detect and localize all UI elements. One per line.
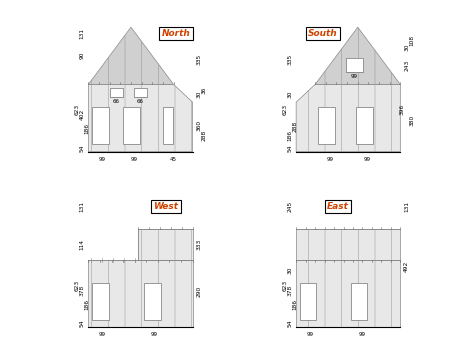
- Text: 288: 288: [292, 121, 297, 132]
- Text: 30: 30: [403, 43, 408, 51]
- Text: 54: 54: [79, 144, 84, 152]
- Polygon shape: [88, 27, 173, 84]
- Text: 99: 99: [350, 74, 357, 79]
- Text: 108: 108: [408, 35, 413, 46]
- Text: 99: 99: [130, 157, 138, 162]
- Text: 623: 623: [74, 104, 79, 115]
- Text: 623: 623: [281, 104, 286, 115]
- Text: 396: 396: [398, 104, 403, 115]
- Bar: [134, 88, 147, 97]
- Text: 99: 99: [358, 333, 365, 337]
- Text: 66: 66: [113, 99, 120, 104]
- Text: 360: 360: [196, 120, 201, 131]
- Bar: [299, 283, 316, 320]
- Text: 245: 245: [287, 201, 292, 212]
- Text: 186: 186: [292, 299, 297, 310]
- Text: 45: 45: [170, 157, 177, 162]
- Bar: [122, 107, 139, 144]
- Text: 492: 492: [403, 261, 408, 272]
- Text: East: East: [327, 202, 348, 211]
- Text: 290: 290: [196, 286, 201, 297]
- Bar: [350, 283, 367, 320]
- Bar: [138, 230, 192, 260]
- Bar: [355, 107, 372, 144]
- Text: 54: 54: [287, 320, 292, 327]
- Text: 623: 623: [74, 280, 79, 291]
- Bar: [92, 107, 109, 144]
- Polygon shape: [295, 84, 400, 152]
- Text: 131: 131: [79, 28, 84, 39]
- Polygon shape: [88, 84, 192, 152]
- Text: 131: 131: [79, 201, 84, 212]
- Text: 243: 243: [403, 60, 408, 71]
- Text: 30: 30: [287, 91, 292, 98]
- Text: 30: 30: [287, 266, 292, 274]
- Text: 335: 335: [196, 53, 201, 64]
- Text: North: North: [161, 29, 190, 38]
- Text: 378: 378: [79, 285, 84, 296]
- Bar: [163, 107, 172, 144]
- Text: 114: 114: [79, 239, 84, 250]
- Text: 36: 36: [201, 87, 206, 94]
- Text: 288: 288: [201, 130, 206, 141]
- Polygon shape: [314, 27, 400, 84]
- Bar: [110, 88, 122, 97]
- Text: 90: 90: [79, 51, 84, 59]
- Bar: [88, 260, 192, 327]
- Text: 378: 378: [287, 285, 292, 296]
- Bar: [92, 283, 109, 320]
- Text: 186: 186: [84, 123, 89, 134]
- Text: 54: 54: [287, 144, 292, 152]
- Text: 333: 333: [196, 239, 201, 250]
- Text: 99: 99: [326, 157, 332, 162]
- Bar: [317, 107, 334, 144]
- Bar: [345, 58, 362, 72]
- Text: 131: 131: [403, 201, 408, 212]
- Text: 335: 335: [287, 53, 292, 64]
- Text: South: South: [307, 29, 337, 38]
- Text: 99: 99: [99, 333, 106, 337]
- Text: 66: 66: [137, 99, 144, 104]
- Text: West: West: [153, 202, 178, 211]
- Text: 99: 99: [363, 157, 370, 162]
- Text: 30: 30: [196, 91, 201, 98]
- Text: 402: 402: [79, 109, 84, 120]
- Text: 380: 380: [408, 114, 413, 126]
- Text: 186: 186: [84, 299, 89, 310]
- Text: 99: 99: [99, 157, 106, 162]
- Bar: [295, 260, 400, 327]
- Text: 186: 186: [287, 130, 292, 141]
- Bar: [295, 230, 400, 260]
- Text: 54: 54: [79, 320, 84, 327]
- Text: 623: 623: [281, 280, 286, 291]
- Text: 99: 99: [151, 333, 157, 337]
- Text: 99: 99: [306, 333, 313, 337]
- Bar: [144, 283, 161, 320]
